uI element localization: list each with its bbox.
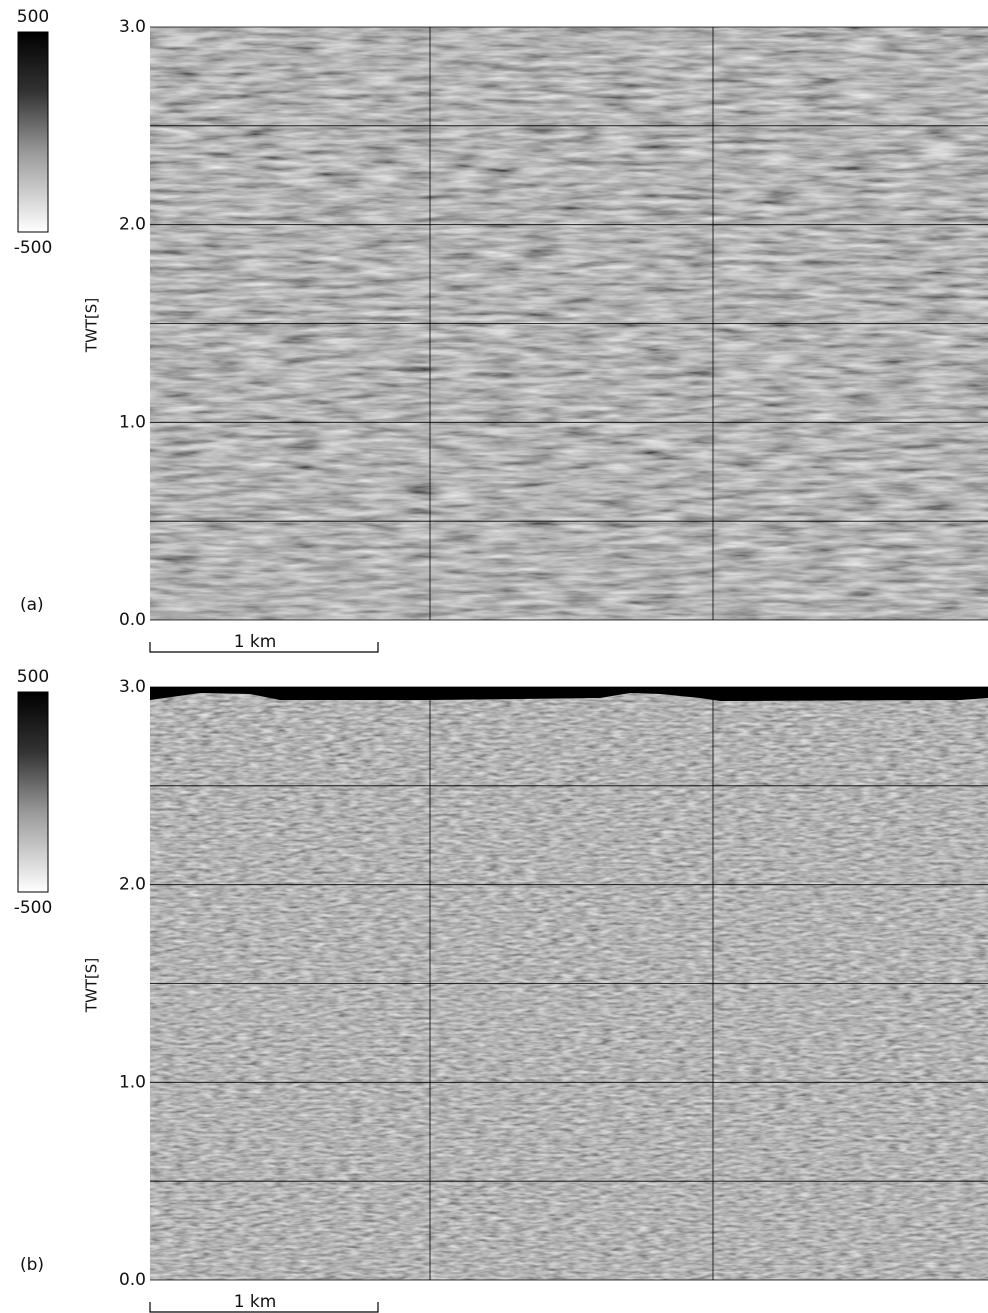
figure: 0.0 1.0 2.0 3.0 500 -500 TWT[S] (a) 1 km 0.0 1.0 2.… xyxy=(0,0,988,1313)
colorbar-min: -500 xyxy=(14,238,53,258)
scale-bar-label: 1 km xyxy=(234,632,277,652)
colorbar xyxy=(18,692,48,892)
y-axis-label: TWT[S] xyxy=(83,958,101,1013)
panel-label: (b) xyxy=(20,1255,44,1275)
y-axis-label: TWT[S] xyxy=(83,298,101,353)
y-tick-label: 2.0 xyxy=(119,875,146,895)
y-tick-label: 2.0 xyxy=(119,215,146,235)
colorbar xyxy=(18,32,48,232)
y-tick-label: 0.0 xyxy=(119,1270,146,1290)
scale-bar-label: 1 km xyxy=(234,1292,277,1312)
y-tick-label: 0.0 xyxy=(119,610,146,630)
colorbar-max: 500 xyxy=(17,667,49,687)
panel: 0.0 1.0 2.0 3.0 500 -500 TWT[S] (b) 1 km xyxy=(14,667,988,1312)
panel: 0.0 1.0 2.0 3.0 500 -500 TWT[S] (a) 1 km xyxy=(14,7,988,652)
y-tick-label: 3.0 xyxy=(119,677,146,697)
colorbar-max: 500 xyxy=(17,7,49,27)
colorbar-min: -500 xyxy=(14,898,53,918)
panel-label: (a) xyxy=(20,595,44,615)
y-tick-label: 1.0 xyxy=(119,1072,146,1092)
y-tick-label: 1.0 xyxy=(119,412,146,432)
y-tick-label: 3.0 xyxy=(119,17,146,37)
